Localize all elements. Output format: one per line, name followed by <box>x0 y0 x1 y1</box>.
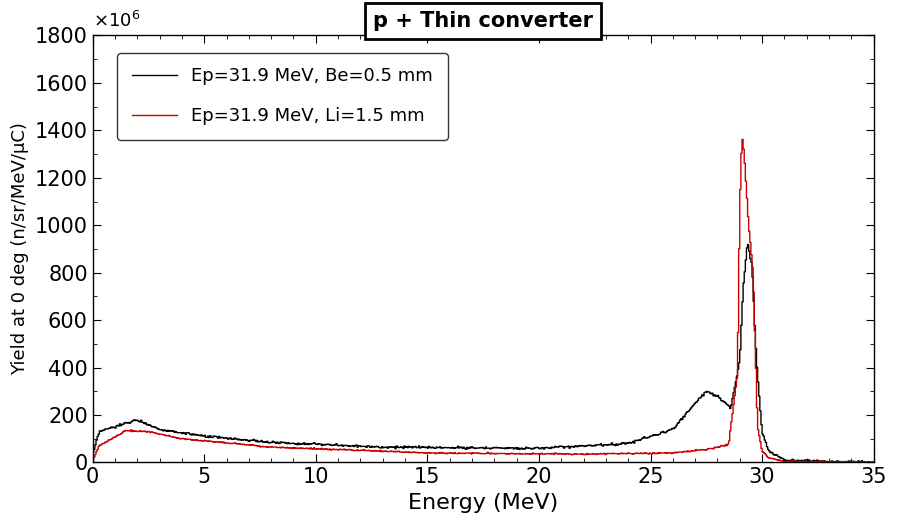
X-axis label: Energy (MeV): Energy (MeV) <box>408 493 559 513</box>
Ep=31.9 MeV, Be=0.5 mm <box>867 458 878 465</box>
Ep=31.9 MeV, Li=1.5 mm <box>307 446 318 452</box>
Ep=31.9 MeV, Be=0.5 mm <box>791 457 802 464</box>
Ep=31.9 MeV, Be=0.5 mm <box>334 442 345 449</box>
Ep=31.9 MeV, Li=1.5 mm <box>822 460 832 466</box>
Ep=31.9 MeV, Be=0.5 mm <box>694 395 705 401</box>
Ep=31.9 MeV, Li=1.5 mm <box>867 460 878 466</box>
Legend: Ep=31.9 MeV, Be=0.5 mm, Ep=31.9 MeV, Li=1.5 mm: Ep=31.9 MeV, Be=0.5 mm, Ep=31.9 MeV, Li=… <box>118 53 447 139</box>
Ep=31.9 MeV, Li=1.5 mm <box>599 451 610 457</box>
Line: Ep=31.9 MeV, Li=1.5 mm: Ep=31.9 MeV, Li=1.5 mm <box>92 139 873 463</box>
Ep=31.9 MeV, Be=0.5 mm <box>278 440 289 446</box>
Ep=31.9 MeV, Li=1.5 mm <box>278 445 289 451</box>
Title: p + Thin converter: p + Thin converter <box>374 11 594 31</box>
Ep=31.9 MeV, Be=0.5 mm <box>742 242 753 248</box>
Ep=31.9 MeV, Li=1.5 mm <box>791 458 802 465</box>
Ep=31.9 MeV, Be=0.5 mm <box>599 442 610 448</box>
Ep=31.9 MeV, Be=0.5 mm <box>832 460 843 466</box>
Ep=31.9 MeV, Li=1.5 mm <box>694 447 705 453</box>
Ep=31.9 MeV, Li=1.5 mm <box>87 456 98 463</box>
Text: $\times10^6$: $\times10^6$ <box>92 11 140 31</box>
Ep=31.9 MeV, Li=1.5 mm <box>736 136 747 143</box>
Ep=31.9 MeV, Be=0.5 mm <box>307 441 318 447</box>
Line: Ep=31.9 MeV, Be=0.5 mm: Ep=31.9 MeV, Be=0.5 mm <box>92 245 873 463</box>
Ep=31.9 MeV, Be=0.5 mm <box>87 449 98 455</box>
Ep=31.9 MeV, Li=1.5 mm <box>334 446 345 452</box>
Y-axis label: Yield at 0 deg (n/sr/MeV/μC): Yield at 0 deg (n/sr/MeV/μC) <box>11 123 29 375</box>
